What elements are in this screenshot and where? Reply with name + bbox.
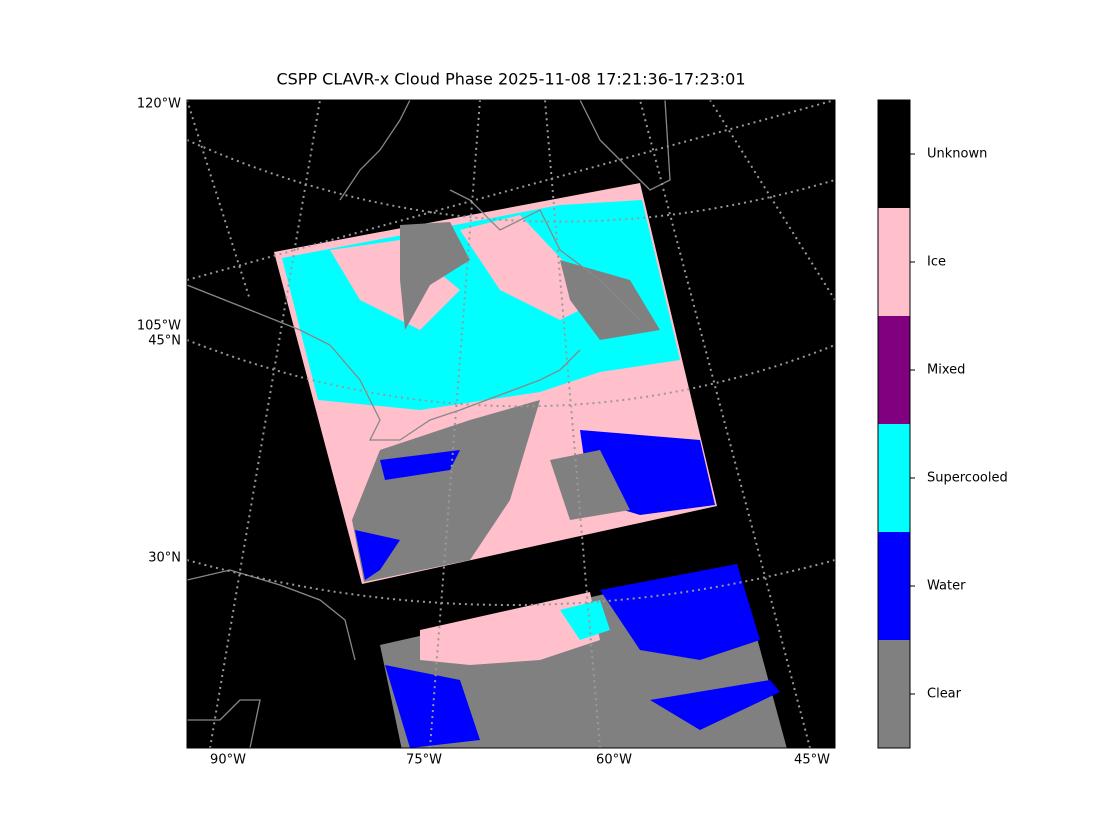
map-left-label: 30°N (148, 551, 181, 566)
map-left-label: 105°W (137, 319, 181, 334)
colorbar-label: Unknown (927, 147, 987, 162)
map-bottom-label: 90°W (210, 753, 246, 768)
swath-region (385, 665, 480, 748)
map-labels: 120°W 105°W45°N 30°N 90°W 75°W 60°W 45°W (137, 97, 830, 768)
map-bottom-label: 45°W (794, 753, 830, 768)
map (187, 100, 835, 748)
swath-region (330, 240, 460, 330)
swath-region (400, 222, 470, 330)
graticule (187, 100, 835, 748)
swath-region (460, 215, 600, 320)
colorbar: Clear Water Supercooled Mixed Ice Unknown (877, 99, 1008, 749)
colorbar-label: Water (927, 579, 966, 594)
title: CSPP CLAVR-x Cloud Phase 2025-11-08 17:2… (276, 70, 745, 89)
colorbar-segment (878, 316, 910, 424)
swath-region (560, 600, 610, 640)
colorbar-segment (878, 640, 910, 748)
map-bottom-label: 60°W (596, 753, 632, 768)
map-left-label: 45°N (148, 334, 181, 349)
colorbar-label: Clear (927, 687, 962, 702)
map-frame (186, 99, 836, 749)
map-left-label: 120°W (137, 97, 181, 112)
swath-region (550, 450, 630, 520)
map-bottom-label: 75°W (406, 753, 442, 768)
colorbar-segment (878, 100, 910, 208)
graticule (187, 100, 835, 606)
colorbar-frame (877, 99, 911, 749)
swath-region (650, 680, 780, 730)
swath-region (420, 592, 600, 665)
coastline (187, 100, 671, 748)
swath-region (352, 400, 540, 582)
swath-region (380, 450, 460, 480)
colorbar-label: Mixed (927, 363, 965, 378)
swath-region (600, 564, 760, 660)
swath-region (560, 260, 660, 340)
colorbar-segment (878, 208, 910, 316)
colorbar-label: Ice (927, 255, 946, 270)
swath-region (355, 530, 400, 580)
colorbar-segment (878, 424, 910, 532)
colorbar-segment (878, 532, 910, 640)
colorbar-label: Supercooled (927, 471, 1008, 486)
